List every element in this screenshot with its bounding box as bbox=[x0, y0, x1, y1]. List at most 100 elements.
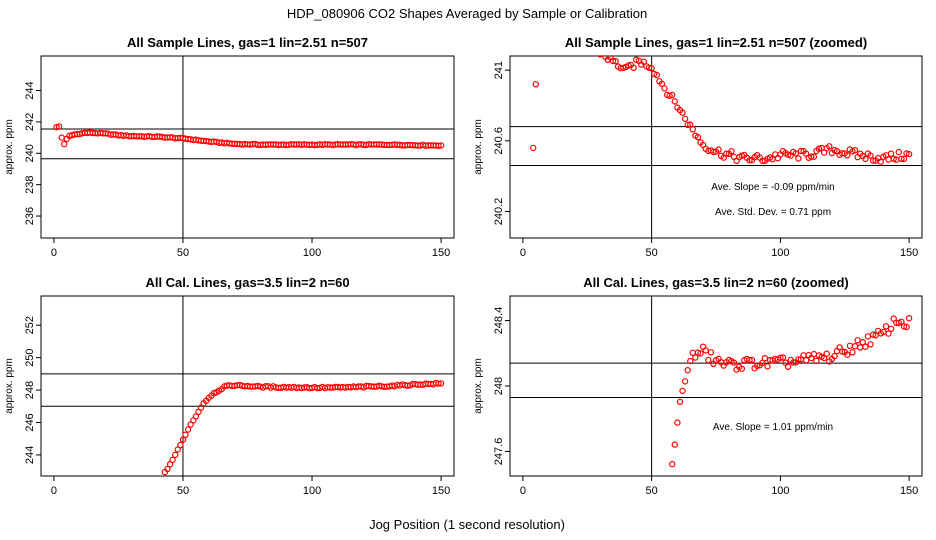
data-point bbox=[872, 332, 879, 339]
panels-group: All Sample Lines, gas=1 lin=2.51 n=507 0 5… bbox=[4, 35, 923, 497]
data-point bbox=[674, 419, 681, 426]
data-point bbox=[900, 323, 908, 330]
x-tick-label: 0 bbox=[51, 247, 57, 259]
data-point bbox=[810, 153, 818, 160]
data-point bbox=[823, 350, 830, 357]
data-point bbox=[887, 325, 895, 332]
data-point bbox=[169, 456, 176, 464]
data-point bbox=[197, 404, 205, 411]
data-point bbox=[707, 349, 715, 356]
chart-panel-1: All Sample Lines, gas=1 lin=2.51 n=507 0 5… bbox=[4, 35, 455, 259]
data-point bbox=[171, 451, 179, 459]
data-point bbox=[679, 109, 686, 116]
data-point bbox=[192, 413, 200, 420]
x-tick-label: 150 bbox=[432, 247, 450, 259]
data-point bbox=[895, 148, 903, 156]
data-points bbox=[530, 56, 913, 165]
data-point bbox=[839, 348, 846, 355]
data-point bbox=[844, 351, 851, 358]
data-point bbox=[640, 58, 648, 66]
data-point bbox=[681, 115, 689, 123]
data-point bbox=[689, 126, 697, 133]
data-point bbox=[609, 57, 617, 65]
data-point bbox=[697, 350, 704, 357]
x-tick-label: 50 bbox=[177, 485, 189, 497]
data-point bbox=[60, 140, 68, 148]
data-point bbox=[898, 155, 905, 162]
data-point bbox=[53, 123, 60, 131]
y-axis-label: approx. ppm bbox=[473, 119, 484, 175]
data-point bbox=[728, 148, 735, 155]
x-tick-label: 100 bbox=[771, 485, 789, 497]
data-point bbox=[681, 378, 689, 385]
data-point bbox=[903, 323, 910, 331]
data-point bbox=[702, 347, 709, 354]
data-point bbox=[679, 387, 686, 395]
data-point bbox=[777, 354, 784, 361]
data-point bbox=[723, 150, 730, 157]
data-point bbox=[653, 71, 661, 79]
data-point bbox=[661, 85, 668, 92]
chart-panel-2: All Sample Lines, gas=1 lin=2.51 n=507 (… bbox=[473, 35, 923, 259]
data-point bbox=[764, 363, 771, 370]
data-point bbox=[437, 142, 445, 149]
panel-title: All Sample Lines, gas=1 lin=2.51 n=507 bbox=[127, 35, 368, 50]
panel-title: All Cal. Lines, gas=3.5 lin=2 n=60 (zoom… bbox=[583, 275, 849, 290]
y-tick-label: 244 bbox=[24, 446, 36, 464]
y-axis-label: approx. ppm bbox=[473, 358, 484, 414]
data-point bbox=[730, 359, 738, 366]
x-tick-label: 100 bbox=[303, 247, 321, 259]
y-tick-label: 244 bbox=[24, 81, 36, 99]
x-tick-label: 0 bbox=[520, 485, 526, 497]
data-point bbox=[600, 56, 605, 57]
chart-panel-3: All Cal. Lines, gas=3.5 lin=2 n=60 0 50 100… bbox=[4, 275, 455, 497]
y-tick-label: 250 bbox=[24, 348, 36, 366]
data-point bbox=[177, 441, 184, 449]
data-point bbox=[669, 460, 676, 468]
data-point bbox=[857, 344, 864, 351]
data-point bbox=[900, 155, 908, 162]
data-point bbox=[810, 350, 818, 358]
y-tick-label: 240.6 bbox=[493, 127, 505, 155]
data-point bbox=[779, 354, 787, 361]
data-point bbox=[851, 343, 859, 350]
data-point bbox=[597, 56, 603, 58]
y-tick-label: 248 bbox=[493, 377, 505, 395]
x-tick-label: 100 bbox=[303, 485, 321, 497]
data-point bbox=[795, 356, 802, 363]
data-point bbox=[748, 356, 756, 364]
plot-frame bbox=[40, 55, 455, 239]
y-tick-label: 248 bbox=[24, 381, 36, 399]
plot-frame bbox=[509, 295, 923, 477]
data-point bbox=[797, 147, 805, 155]
data-point bbox=[530, 144, 537, 152]
data-point bbox=[869, 157, 877, 164]
data-point bbox=[630, 64, 637, 72]
y-axis-label: approx. ppm bbox=[4, 119, 15, 175]
data-point bbox=[184, 426, 192, 433]
data-point bbox=[532, 81, 540, 88]
y-tick-label: 236 bbox=[24, 207, 36, 225]
data-point bbox=[58, 134, 65, 141]
data-point bbox=[55, 123, 63, 130]
plot-frame bbox=[40, 295, 455, 477]
data-point bbox=[867, 341, 874, 348]
y-tick-label: 240 bbox=[24, 144, 36, 162]
y-tick-label: 246 bbox=[24, 413, 36, 431]
data-point bbox=[859, 339, 867, 346]
data-point bbox=[802, 357, 810, 364]
data-point bbox=[885, 156, 892, 163]
data-point bbox=[648, 65, 655, 72]
data-point bbox=[694, 133, 702, 141]
data-point bbox=[813, 357, 820, 365]
data-point bbox=[792, 150, 800, 157]
data-point bbox=[790, 359, 797, 366]
data-point bbox=[705, 356, 712, 364]
data-point bbox=[182, 431, 189, 438]
y-tick-label: 252 bbox=[24, 316, 36, 334]
data-point bbox=[645, 64, 653, 72]
y-tick-label: 241 bbox=[493, 61, 505, 79]
data-point bbox=[715, 146, 722, 153]
data-point bbox=[905, 315, 913, 322]
x-tick-label: 150 bbox=[432, 485, 450, 497]
